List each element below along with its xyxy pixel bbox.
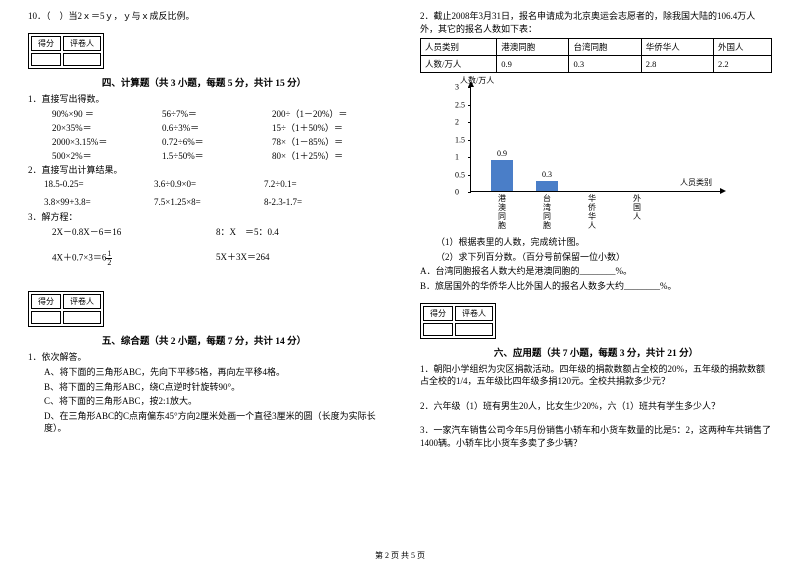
section6-title: 六、应用题（共 7 小题，每题 3 分，共计 21 分） (420, 345, 772, 359)
eq-row-1: 2X－0.8X－6＝16 8：X ＝5：0.4 (52, 225, 380, 238)
calc-row: 500×2%＝1.5÷50%＝80×（1＋25%）＝ (52, 149, 380, 162)
page-footer: 第 2 页 共 5 页 (0, 550, 800, 561)
right-column: 2．截止2008年3月31日，报名申请成为北京奥运会志愿者的，除我国大陆的106… (400, 0, 800, 565)
calc-q2: 2．直接写出计算结果。 (28, 164, 380, 177)
score-box-6: 得分评卷人 (420, 303, 496, 339)
q6-3: 3．一家汽车销售公司今年5月份销售小轿车和小货车数量的比是5：2，这两种车共销售… (420, 424, 772, 449)
x-category: 台湾同胞 (540, 195, 554, 230)
calc-row: 90%×90 ＝56÷7%＝200÷（1－20%）＝ (52, 107, 380, 120)
chart-xlabel: 人员类别 (680, 177, 712, 188)
q6-1: 1．朝阳小学组织为灾区捐款活动。四年级的捐款数额占全校的20%，五年级的捐款数额… (420, 363, 772, 388)
q5-1d: D、在三角形ABC的C点南偏东45°方向2厘米处画一个直径3厘米的圆（长度为实际… (44, 410, 380, 435)
calc-q1: 1．直接写出得数。 (28, 93, 380, 106)
category-table: 人员类别港澳同胞台湾同胞华侨华人外国人 人数/万人0.90.32.82.2 (420, 38, 772, 73)
score-box-5: 得分评卷人 (28, 291, 104, 327)
calc-rows: 90%×90 ＝56÷7%＝200÷（1－20%）＝20×35%＝0.6÷3%＝… (28, 107, 380, 162)
subB: B．旅居国外的华侨华人比外国人的报名人数多大约________%。 (420, 280, 772, 293)
calc2-row-b: 3.8×99+3.8= 7.5×1.25×8= 8-2.3-1.7= (44, 197, 380, 207)
score-box-4: 得分评卷人 (28, 33, 104, 69)
q5-1: 1．依次解答。 (28, 351, 380, 364)
axis-arrow-right (720, 188, 726, 194)
section5-title: 五、综合题（共 2 小题，每题 7 分，共计 14 分） (28, 333, 380, 347)
left-column: 10．（ ）当2ｘ＝5ｙ，ｙ与ｘ成反比例。 得分评卷人 四、计算题（共 3 小题… (0, 0, 400, 565)
calc2-row-a: 18.5-0.25= 3.6÷0.9×0= 7.2÷0.1= (44, 179, 380, 189)
subA: A．台湾同胞报名人数大约是港澳同胞的________%。 (420, 265, 772, 278)
bar (491, 160, 513, 192)
calc-row: 20×35%＝0.6÷3%＝15÷（1＋50%）＝ (52, 121, 380, 134)
q10: 10．（ ）当2ｘ＝5ｙ，ｙ与ｘ成反比例。 (28, 10, 380, 23)
q5-1a: A、将下面的三角形ABC，先向下平移5格，再向左平移4格。 (44, 366, 380, 379)
bar-chart: 人数/万人 00.511.522.530.9港澳同胞0.3台湾同胞华侨华人外国人… (450, 77, 772, 232)
calc-row: 2000×3.15%＝0.72÷6%＝78×（1－85%）＝ (52, 135, 380, 148)
bar (536, 181, 558, 192)
x-category: 港澳同胞 (495, 195, 509, 230)
r-q2: 2．截止2008年3月31日，报名申请成为北京奥运会志愿者的，除我国大陆的106… (420, 10, 772, 35)
sub2: （2）求下列百分数。（百分号前保留一位小数） (436, 251, 772, 264)
q5-1b: B、将下面的三角形ABC，绕C点逆时针旋转90°。 (44, 381, 380, 394)
section4-title: 四、计算题（共 3 小题，每题 5 分，共计 15 分） (28, 75, 380, 89)
x-category: 华侨华人 (585, 195, 599, 230)
sub1: （1）根据表里的人数，完成统计图。 (436, 236, 772, 249)
x-category: 外国人 (630, 195, 644, 221)
q5-1c: C、将下面的三角形ABC，按2:1放大。 (44, 395, 380, 408)
chart-ylabel: 人数/万人 (460, 75, 494, 86)
q6-2: 2．六年级（1）班有男生20人，比女生少20%，六（1）班共有学生多少人？ (420, 400, 772, 413)
calc-q3: 3．解方程： (28, 211, 380, 224)
eq-row-2: 4X＋0.7×3＝612 5X＋3X＝264 (52, 250, 380, 267)
